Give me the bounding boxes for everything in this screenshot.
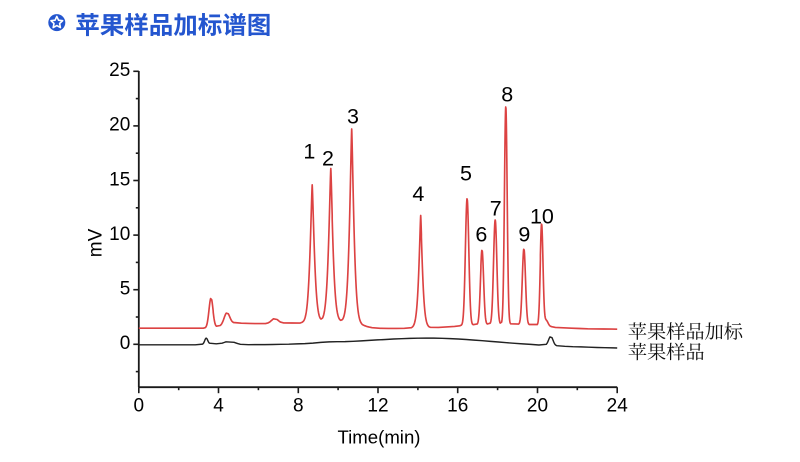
svg-text:Time(min): Time(min) [338,427,421,448]
svg-text:7: 7 [490,197,502,221]
svg-text:12: 12 [367,396,388,417]
svg-text:8: 8 [293,396,304,417]
svg-text:3: 3 [347,105,359,129]
svg-text:0: 0 [120,333,131,354]
svg-text:16: 16 [447,396,468,417]
svg-text:15: 15 [109,169,130,190]
svg-text:10: 10 [109,224,130,245]
svg-text:4: 4 [412,182,424,206]
svg-text:9: 9 [518,223,530,247]
svg-text:5: 5 [120,279,131,300]
svg-text:mV: mV [86,228,107,257]
svg-text:10: 10 [530,205,554,229]
svg-text:5: 5 [460,162,472,186]
svg-text:6: 6 [475,223,487,247]
svg-text:1: 1 [303,140,315,164]
svg-text:25: 25 [109,60,130,81]
svg-text:4: 4 [213,396,224,417]
svg-text:24: 24 [607,396,629,417]
svg-text:8: 8 [501,83,513,107]
svg-text:2: 2 [322,147,334,171]
svg-text:20: 20 [527,396,548,417]
svg-text:20: 20 [109,115,130,136]
svg-text:0: 0 [134,396,145,417]
